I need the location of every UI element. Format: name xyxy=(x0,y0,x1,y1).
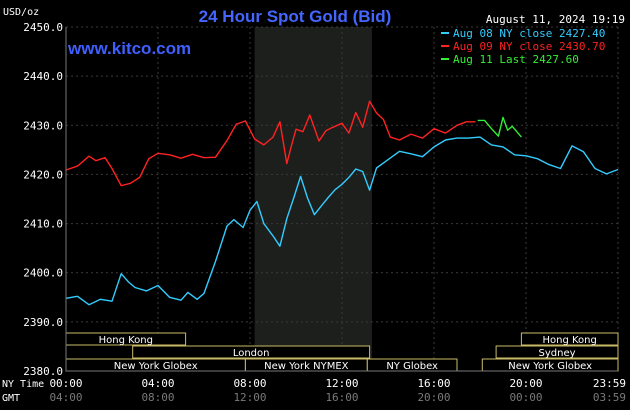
x-tick-label-gmt: 12:00 xyxy=(233,391,266,404)
y-tick-label: 2380.0 xyxy=(23,365,63,378)
session-bar-label: Hong Kong xyxy=(543,335,597,346)
timestamp: August 11, 2024 19:19 xyxy=(486,13,625,26)
y-tick-label: 2410.0 xyxy=(23,218,63,231)
y-tick-label: 2400.0 xyxy=(23,267,63,280)
series-line-aug-11 xyxy=(477,116,522,138)
session-bar-label: Hong Kong xyxy=(99,335,153,346)
series-line-aug-08 xyxy=(65,136,619,306)
x-tick-label-ny: 08:00 xyxy=(233,377,266,390)
x-tick-label-ny: 20:00 xyxy=(509,377,542,390)
session-bar-label: NY Globex xyxy=(386,361,438,372)
session-bar-label: London xyxy=(233,348,270,359)
chart-title: 24 Hour Spot Gold (Bid) xyxy=(199,7,392,26)
x-tick-label-gmt: 04:00 xyxy=(49,391,82,404)
x-tick-label-ny: 12:00 xyxy=(325,377,358,390)
series-line-aug-09 xyxy=(65,100,476,187)
legend-label: Aug 09 NY close 2430.70 xyxy=(453,40,605,53)
legend-label: Aug 08 NY close 2427.40 xyxy=(453,27,605,40)
x-tick-label-ny: 23:59 xyxy=(593,377,626,390)
x-tick-label-gmt: 00:00 xyxy=(509,391,542,404)
session-bar xyxy=(132,345,371,359)
y-tick-label: 2390.0 xyxy=(23,316,63,329)
y-tick-label: 2430.0 xyxy=(23,119,63,132)
session-bar-label: New York Globex xyxy=(114,361,198,372)
y-axis-unit: USD/oz xyxy=(3,7,39,18)
nymex-session-shading xyxy=(254,27,372,371)
gmt-label: GMT xyxy=(2,393,20,404)
x-tick-label-ny: 00:00 xyxy=(49,377,82,390)
brand-watermark: www.kitco.com xyxy=(67,39,191,58)
x-tick-label-gmt: 16:00 xyxy=(325,391,358,404)
session-bar-label: New York Globex xyxy=(508,361,592,372)
y-tick-label: 2420.0 xyxy=(23,168,63,181)
legend-label: Aug 11 Last 2427.60 xyxy=(453,53,579,66)
x-tick-label-gmt: 20:00 xyxy=(417,391,450,404)
ny-time-label: NY Time xyxy=(2,379,44,390)
session-bar-label: New York NYMEX xyxy=(264,361,349,372)
x-tick-label-ny: 04:00 xyxy=(141,377,174,390)
session-bar-label: Sydney xyxy=(539,348,576,359)
y-tick-label: 2450.0 xyxy=(23,21,63,34)
session-bar xyxy=(495,345,619,359)
x-tick-label-gmt: 03:59 xyxy=(593,391,626,404)
x-tick-label-gmt: 08:00 xyxy=(141,391,174,404)
y-tick-label: 2440.0 xyxy=(23,70,63,83)
x-tick-label-ny: 16:00 xyxy=(417,377,450,390)
session-bar xyxy=(520,332,619,346)
